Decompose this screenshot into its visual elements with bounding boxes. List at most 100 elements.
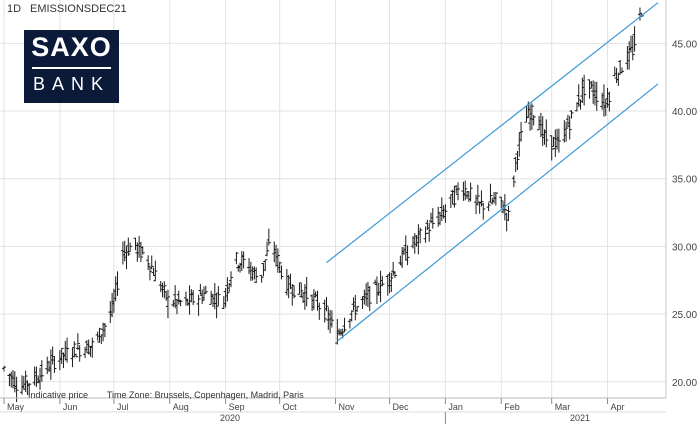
x-axis: May Jun Jul Aug Sep Oct Nov Dec Jan Feb Mar Apr 2020…	[0, 397, 666, 424]
ohlc-bar	[607, 91, 612, 112]
ohlc-bar	[317, 302, 322, 320]
x-year-label: 2021	[570, 413, 590, 423]
ohlc-bar	[324, 296, 329, 312]
ohlc-bar	[427, 222, 432, 242]
ohlc-bar	[146, 255, 151, 271]
ohlc-bar	[430, 208, 435, 229]
channel-lines	[326, 2, 659, 342]
x-month-label: Jan	[448, 402, 463, 412]
logo-bottom-text: BANK	[32, 74, 111, 94]
ohlc-bar	[115, 271, 120, 296]
price-bars	[2, 7, 644, 403]
ohlc-bar	[265, 241, 270, 257]
ohlc-bar	[304, 277, 309, 307]
ohlc-bar	[463, 180, 468, 201]
ohlc-bar	[506, 205, 511, 221]
ohlc-bar	[582, 74, 587, 106]
ohlc-bar	[241, 251, 246, 269]
saxo-bank-logo: SAXO BANK	[24, 30, 119, 103]
timezone-label: Time Zone: Brussels, Copenhagen, Madrid,…	[106, 390, 304, 400]
ohlc-bar	[531, 115, 536, 126]
x-month-label: Jul	[117, 402, 129, 412]
ohlc-bar	[138, 242, 143, 263]
y-tick-label: 40.00	[672, 107, 697, 118]
ohlc-bar	[342, 317, 347, 333]
y-tick-label: 35.00	[672, 175, 697, 186]
ohlc-bar	[191, 290, 196, 305]
channel-lower-line	[336, 83, 659, 342]
ohlc-bar	[279, 265, 284, 280]
ohlc-bar	[299, 283, 304, 298]
ohlc-bar	[128, 242, 133, 253]
ohlc-bar	[2, 365, 6, 372]
ohlc-bar	[27, 383, 32, 396]
ohlc-bar	[355, 305, 360, 313]
channel-upper-line	[326, 2, 659, 264]
ohlc-bar	[263, 259, 268, 272]
ohlc-bar	[529, 103, 534, 130]
ohlc-bar	[367, 286, 372, 311]
ohlc-bar	[353, 294, 358, 321]
ohlc-bar	[153, 260, 158, 282]
ohlc-bar	[619, 67, 624, 74]
x-month-label: Jun	[63, 402, 78, 412]
ohlc-bar	[329, 310, 334, 328]
ohlc-bar	[567, 115, 572, 140]
ohlc-bar	[519, 121, 524, 142]
ohlc-bar	[493, 192, 498, 206]
ohlc-bar	[23, 370, 28, 393]
ohlc-bar	[196, 294, 201, 316]
ohlc-bar	[214, 293, 219, 319]
timeframe-label: 1D	[7, 3, 22, 15]
ohlc-bar	[259, 274, 264, 283]
ohlc-bar	[266, 228, 271, 246]
ohlc-bar	[178, 299, 183, 307]
ohlc-bar	[418, 227, 423, 244]
logo-top-text: SAXO	[31, 32, 112, 62]
y-axis: 20.00 25.00 30.00 35.00 40.00 45.00	[665, 0, 697, 398]
ohlc-bar	[183, 291, 188, 306]
ohlc-bar	[216, 286, 221, 306]
ohlc-bar	[564, 121, 569, 142]
ohlc-bar	[149, 255, 154, 270]
ohlc-bar	[275, 248, 280, 273]
ohlc-bar	[126, 237, 131, 257]
ohlc-bar	[297, 282, 302, 295]
ohlc-bar	[59, 347, 64, 364]
ohlc-bar	[515, 150, 520, 170]
ohlc-bar	[632, 26, 637, 52]
y-tick-label: 25.00	[672, 310, 697, 321]
ohlc-bar	[544, 119, 549, 148]
x-month-label: Apr	[611, 402, 625, 412]
ohlc-bar	[511, 175, 516, 188]
ohlc-bar	[102, 322, 107, 338]
y-tick-label: 20.00	[672, 378, 697, 389]
x-month-label: Sep	[229, 402, 245, 412]
ohlc-bar	[39, 360, 44, 382]
y-tick-label: 45.00	[672, 39, 697, 50]
x-month-label: Oct	[283, 402, 298, 412]
symbol-label: EMISSIONSDEC21	[30, 3, 127, 15]
ohlc-bar	[90, 337, 95, 358]
ohlc-bar	[52, 356, 57, 373]
ohlc-bar	[569, 110, 574, 119]
ohlc-bar	[486, 202, 491, 212]
ohlc-bar	[452, 185, 457, 208]
ohlc-bar	[488, 183, 493, 203]
ohlc-bar	[630, 35, 635, 61]
x-month-label: Dec	[393, 402, 410, 412]
y-tick-label: 30.00	[672, 242, 697, 253]
ohlc-bar	[456, 182, 461, 201]
ohlc-bar	[549, 135, 554, 161]
ohlc-bar	[65, 337, 70, 363]
ohlc-bar	[140, 246, 145, 255]
ohlc-bar	[234, 252, 239, 265]
ohlc-bar	[162, 281, 167, 299]
ohlc-bar	[254, 267, 259, 284]
ohlc-bar	[77, 345, 82, 362]
ohlc-bar	[556, 128, 561, 153]
footer-note: Indicative price Time Zone: Brussels, Co…	[28, 390, 304, 400]
ohlc-bar	[392, 271, 397, 278]
ohlc-bar	[594, 81, 599, 111]
ohlc-bar	[389, 272, 394, 292]
